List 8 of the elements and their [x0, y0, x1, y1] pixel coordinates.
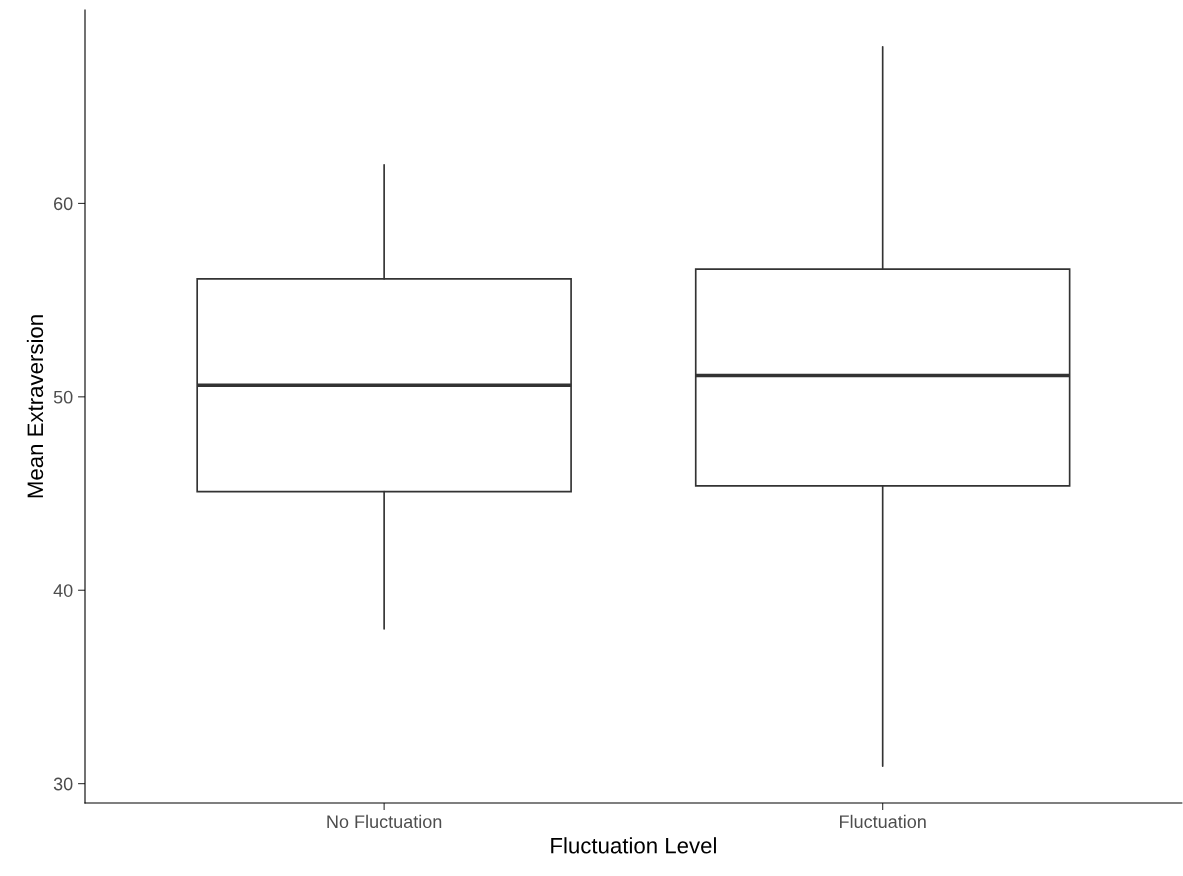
- y-tick-label: 50: [53, 390, 73, 404]
- x-tick-label: Fluctuation: [840, 814, 926, 829]
- x-axis-title: Fluctuation Level: [551, 837, 716, 854]
- y-axis-title: Mean Extraversion: [26, 315, 44, 498]
- y-tick-label: 40: [53, 584, 73, 597]
- y-tick-label: 60: [54, 197, 73, 211]
- y-tick-label: 30: [53, 777, 73, 791]
- x-tick-label: No Fluctuation: [327, 814, 442, 829]
